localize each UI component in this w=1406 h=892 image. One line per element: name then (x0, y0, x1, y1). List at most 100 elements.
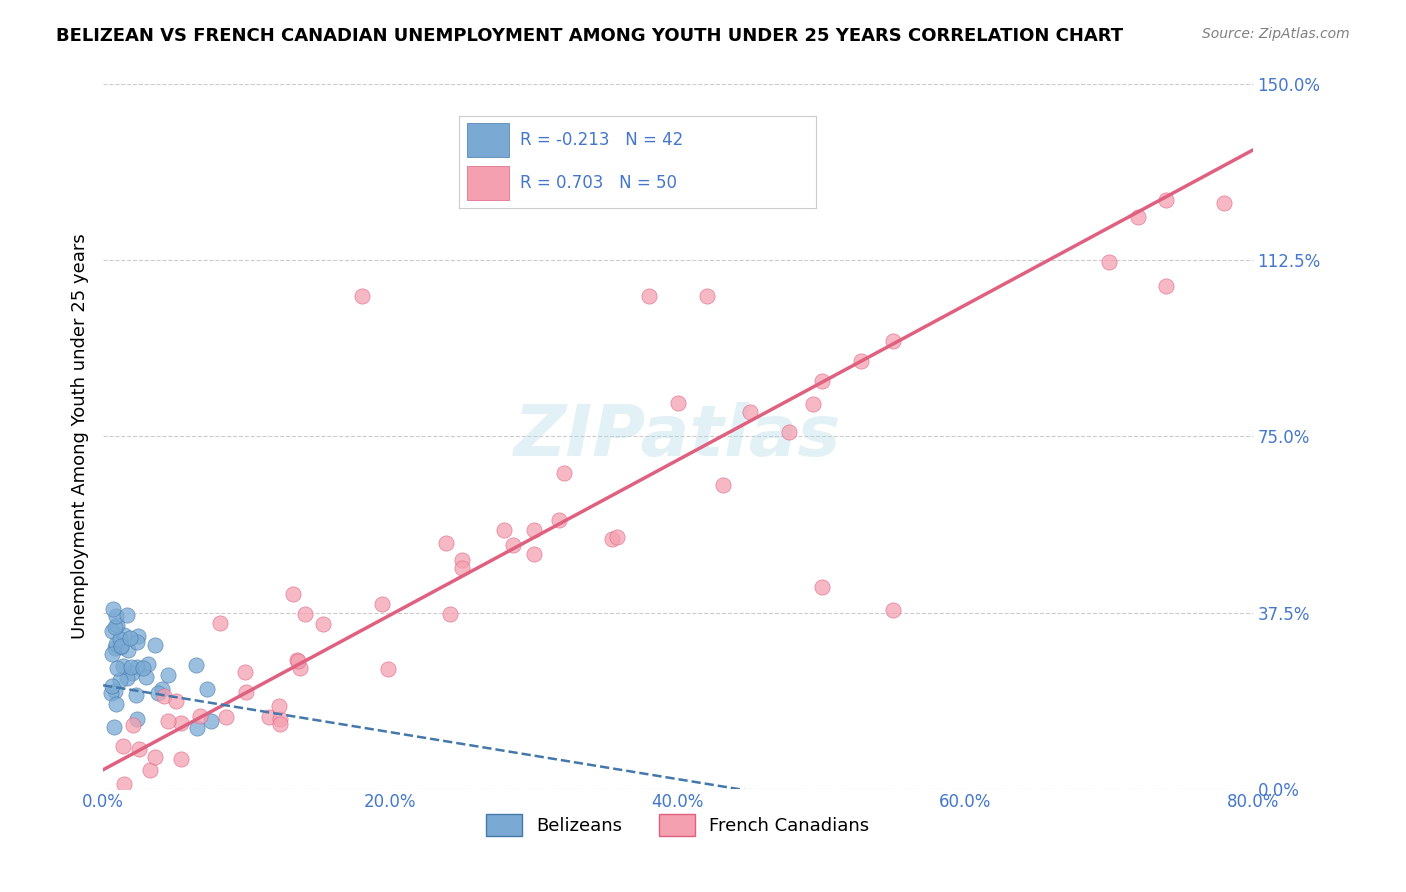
Legend: Belizeans, French Canadians: Belizeans, French Canadians (479, 806, 877, 843)
Belizeans (120, 659, 142, 673)
Belizeans (101, 647, 124, 661)
Belizeans (104, 684, 127, 698)
Belizeans (101, 624, 124, 639)
Belizeans (135, 670, 157, 684)
French Canadians (235, 684, 257, 698)
French Canadians (494, 523, 516, 537)
Belizeans (100, 679, 122, 693)
French Canadians (502, 538, 524, 552)
French Canadians (233, 665, 256, 679)
Belizeans (100, 686, 122, 700)
French Canadians (810, 374, 832, 388)
Belizeans (115, 608, 138, 623)
Belizeans (112, 628, 135, 642)
Belizeans (103, 602, 125, 616)
French Canadians (269, 712, 291, 726)
French Canadians (188, 708, 211, 723)
Belizeans (110, 673, 132, 687)
Point (1156, 279, 1178, 293)
French Canadians (285, 653, 308, 667)
French Canadians (128, 741, 150, 756)
Point (696, 288, 718, 302)
Point (882, 603, 904, 617)
Text: ZIPatlas: ZIPatlas (515, 402, 842, 471)
French Canadians (287, 654, 309, 668)
French Canadians (1156, 193, 1178, 207)
French Canadians (165, 694, 187, 708)
Belizeans (195, 681, 218, 696)
French Canadians (111, 739, 134, 754)
Point (350, 288, 373, 302)
Belizeans (136, 657, 159, 671)
Belizeans (103, 720, 125, 734)
Belizeans (132, 661, 155, 675)
Point (810, 580, 832, 594)
Belizeans (105, 697, 128, 711)
French Canadians (547, 512, 569, 526)
French Canadians (553, 466, 575, 480)
Belizeans (110, 640, 132, 655)
Point (638, 288, 661, 302)
French Canadians (434, 535, 457, 549)
French Canadians (281, 587, 304, 601)
Belizeans (121, 665, 143, 680)
French Canadians (143, 749, 166, 764)
French Canadians (122, 718, 145, 732)
French Canadians (439, 607, 461, 622)
French Canadians (170, 715, 193, 730)
Belizeans (125, 660, 148, 674)
Belizeans (108, 632, 131, 646)
French Canadians (208, 616, 231, 631)
French Canadians (288, 661, 311, 675)
French Canadians (371, 597, 394, 611)
Belizeans (105, 637, 128, 651)
Y-axis label: Unemployment Among Youth under 25 years: Unemployment Among Youth under 25 years (72, 234, 89, 640)
Belizeans (186, 721, 208, 735)
Belizeans (118, 631, 141, 645)
French Canadians (1212, 195, 1234, 210)
French Canadians (882, 334, 904, 348)
French Canadians (377, 662, 399, 676)
French Canadians (152, 689, 174, 703)
Belizeans (143, 639, 166, 653)
French Canadians (738, 404, 761, 418)
Belizeans (117, 643, 139, 657)
French Canadians (801, 397, 824, 411)
French Canadians (294, 607, 316, 621)
French Canadians (1098, 254, 1121, 268)
Belizeans (115, 671, 138, 685)
French Canadians (711, 477, 734, 491)
Belizeans (125, 712, 148, 726)
Belizeans (104, 620, 127, 634)
French Canadians (269, 698, 291, 713)
Belizeans (112, 659, 135, 673)
French Canadians (606, 530, 628, 544)
Belizeans (127, 628, 149, 642)
French Canadians (778, 425, 800, 440)
French Canadians (269, 716, 291, 731)
Belizeans (125, 688, 148, 702)
French Canadians (139, 764, 162, 778)
Belizeans (105, 661, 128, 675)
Belizeans (105, 617, 128, 632)
Belizeans (104, 608, 127, 623)
Text: BELIZEAN VS FRENCH CANADIAN UNEMPLOYMENT AMONG YOUTH UNDER 25 YEARS CORRELATION : BELIZEAN VS FRENCH CANADIAN UNEMPLOYMENT… (56, 27, 1123, 45)
Point (451, 561, 474, 575)
French Canadians (156, 714, 179, 729)
Belizeans (110, 639, 132, 653)
French Canadians (311, 616, 333, 631)
French Canadians (112, 777, 135, 791)
French Canadians (523, 523, 546, 537)
Belizeans (127, 634, 149, 648)
French Canadians (451, 553, 474, 567)
French Canadians (849, 353, 872, 368)
Belizeans (104, 641, 127, 656)
Point (523, 547, 546, 561)
French Canadians (170, 752, 193, 766)
Belizeans (184, 657, 207, 672)
French Canadians (259, 709, 281, 723)
Belizeans (150, 682, 173, 697)
French Canadians (215, 710, 238, 724)
French Canadians (666, 396, 689, 410)
Belizeans (200, 714, 222, 728)
